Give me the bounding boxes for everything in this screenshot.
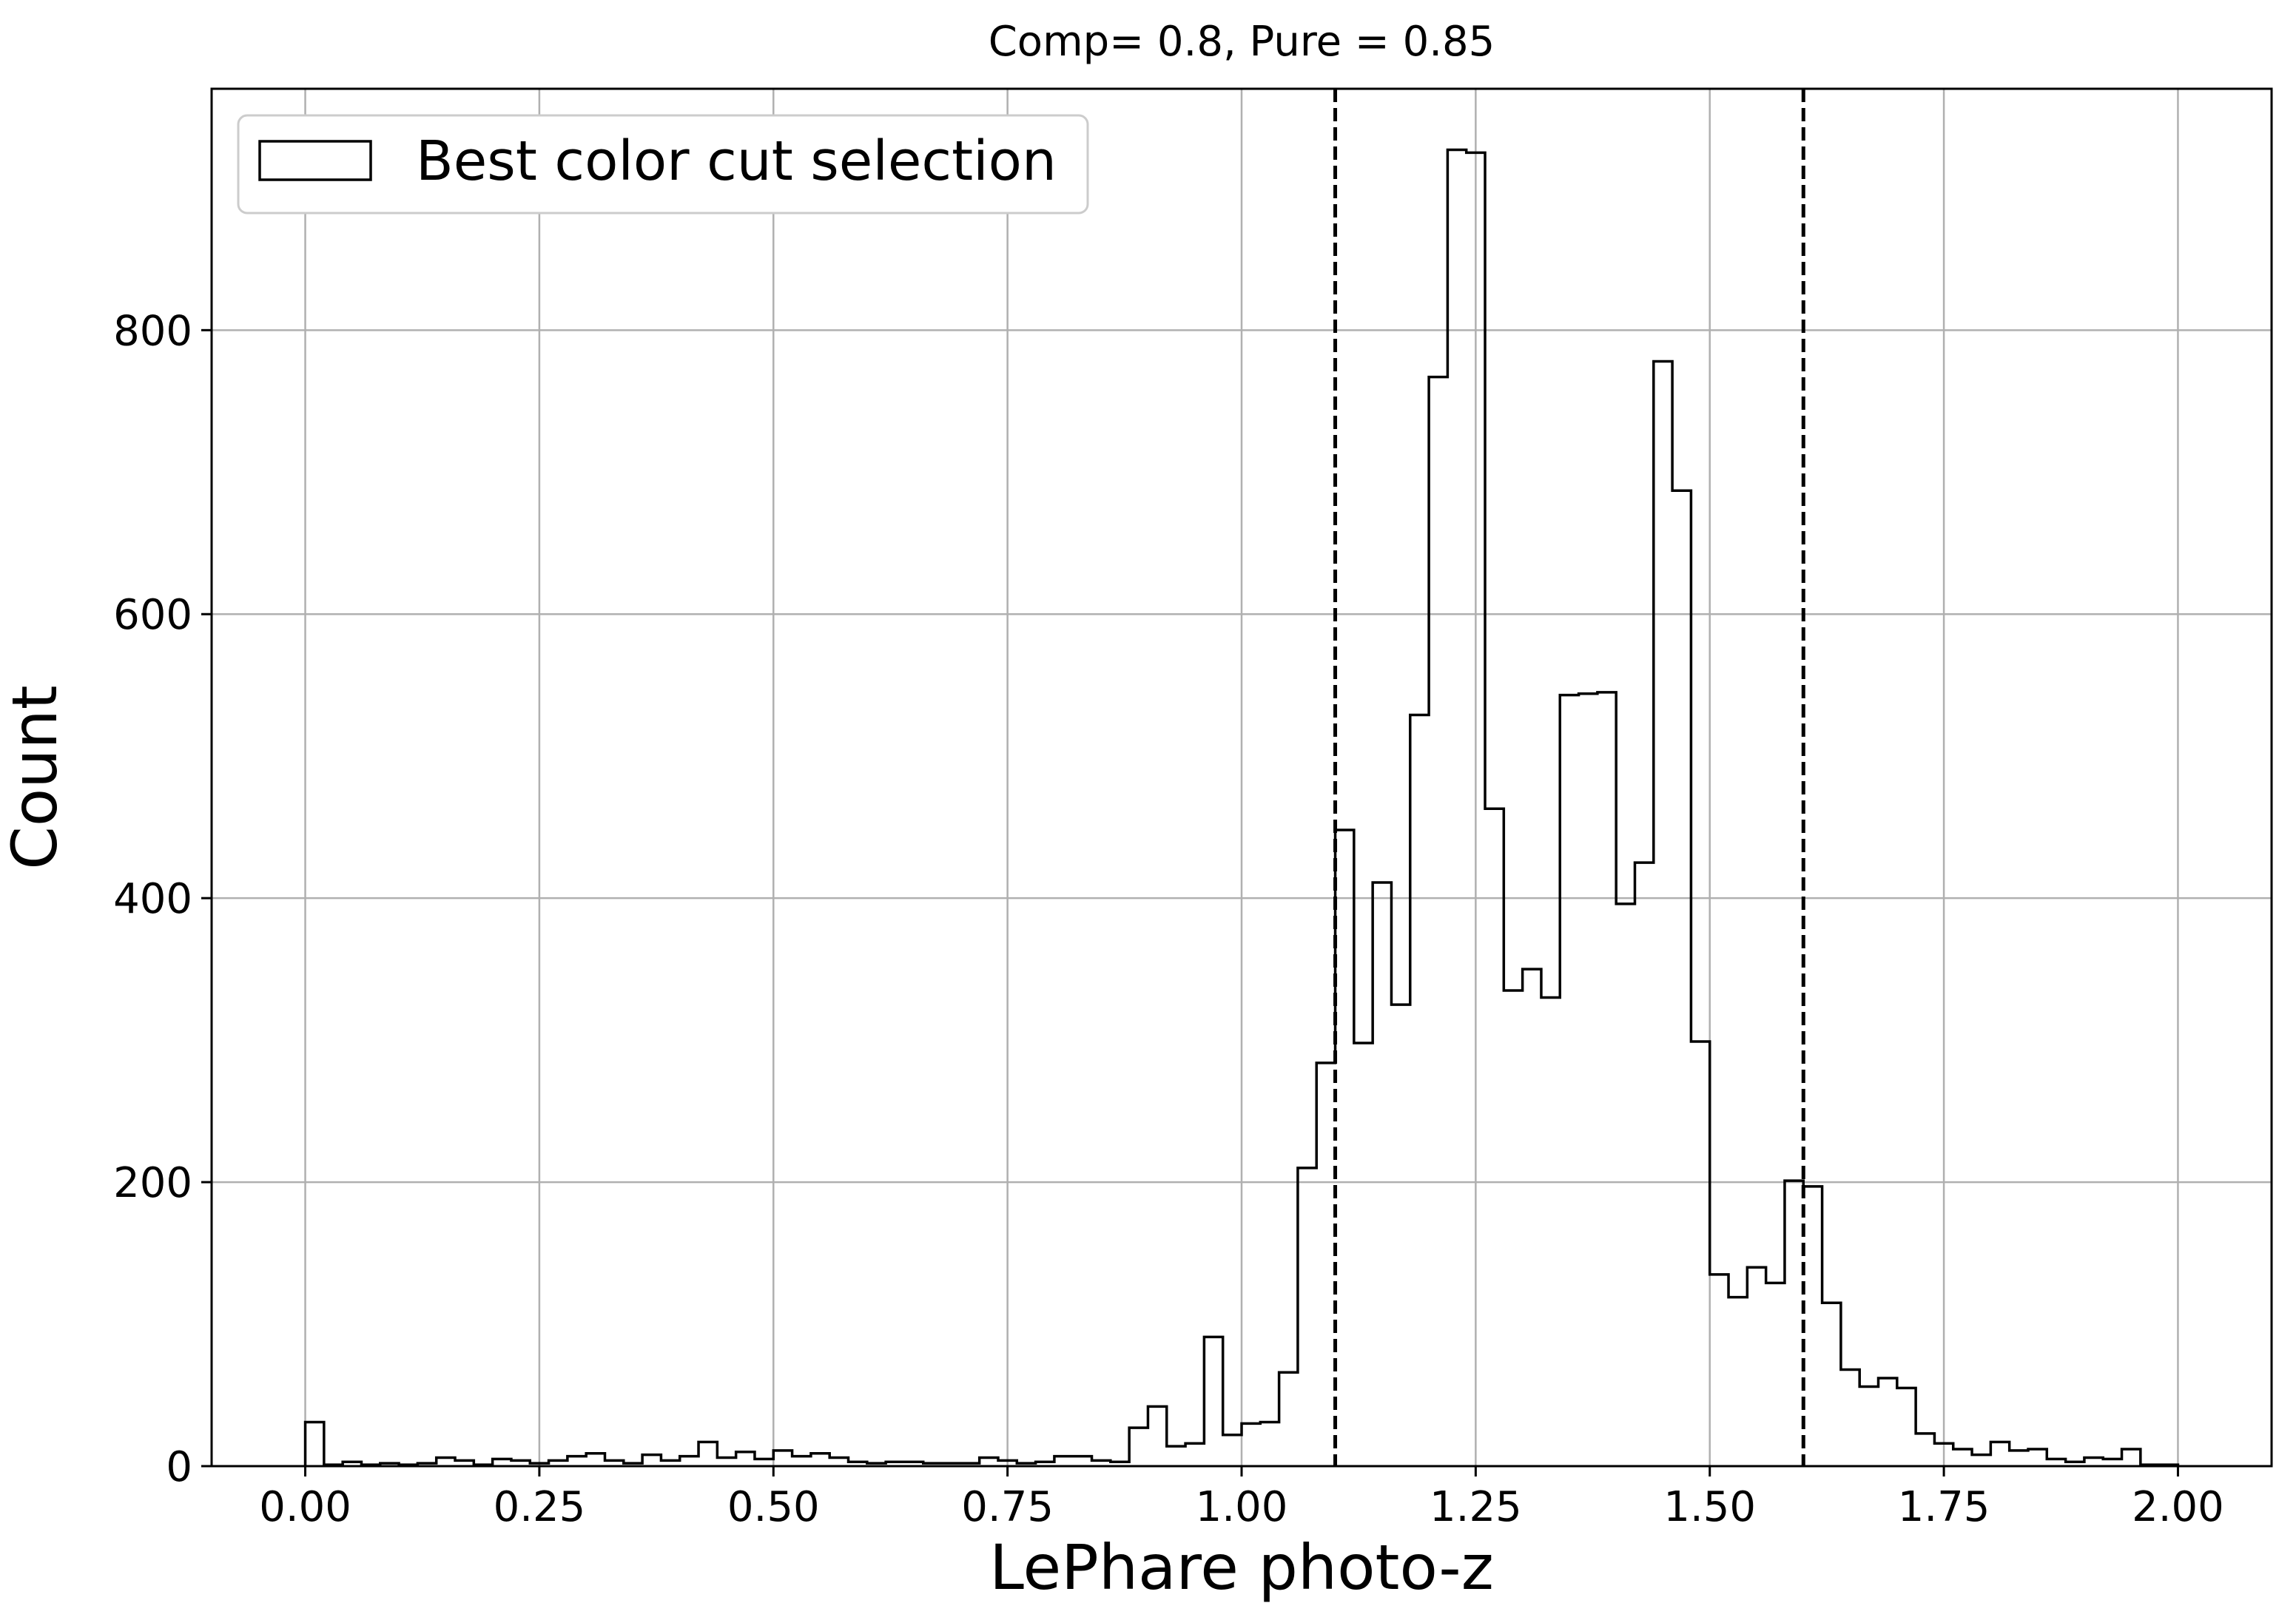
histogram-bin	[1972, 1455, 1990, 1466]
histogram-bin	[1598, 692, 1616, 1466]
histogram-bin	[1785, 1181, 1803, 1466]
histogram-bin	[1897, 1388, 1916, 1466]
histogram-bin	[1841, 1369, 1859, 1466]
histogram-step-line	[303, 148, 2180, 1466]
histogram-bin	[306, 1422, 324, 1466]
histogram-bin	[1691, 1042, 1709, 1466]
histogram-bin	[642, 1455, 661, 1466]
histogram-bin	[1523, 969, 1541, 1466]
histogram-bin	[586, 1454, 605, 1466]
histogram-bin	[736, 1452, 755, 1466]
histogram-bin	[1185, 1443, 1204, 1466]
grid	[212, 89, 2272, 1468]
histogram-bin	[1822, 1303, 1841, 1466]
x-tick-label: 0.00	[259, 1483, 351, 1531]
histogram-bin	[698, 1442, 717, 1466]
histogram-bin	[1242, 1423, 1260, 1466]
histogram-bin	[1204, 1337, 1222, 1466]
histogram-bin	[1167, 1446, 1185, 1466]
x-tick-label: 1.25	[1430, 1483, 1522, 1531]
x-tick-label: 0.75	[961, 1483, 1054, 1531]
histogram-bin	[1654, 362, 1672, 1466]
histogram-bin	[1336, 830, 1354, 1466]
histogram-bin	[1279, 1372, 1298, 1466]
x-axis-label: LePhare photo-z	[989, 1531, 1494, 1604]
chart-title: Comp= 0.8, Pure = 0.85	[989, 18, 1495, 66]
histogram-bin	[680, 1457, 698, 1466]
histogram-bin	[1129, 1428, 1148, 1466]
y-tick-label: 200	[113, 1159, 192, 1207]
x-axis-ticks: 0.00 0.25 0.50 0.75 1.00 1.25 1.50 1.75 2.00	[259, 1466, 2224, 1531]
x-tick-label: 1.50	[1663, 1483, 1756, 1531]
histogram-bin	[1073, 1457, 1091, 1466]
histogram-bin	[792, 1457, 811, 1466]
histogram-bin	[1223, 1435, 1242, 1466]
legend-entry-label: Best color cut selection	[416, 129, 1057, 193]
y-tick-label: 600	[113, 591, 192, 639]
histogram-bin	[568, 1457, 586, 1466]
histogram-bin	[1354, 1043, 1373, 1466]
histogram-bin	[1990, 1442, 2009, 1466]
histogram-bin	[1298, 1168, 1316, 1466]
histogram-bin	[773, 1451, 792, 1466]
histogram-bin	[1148, 1406, 1166, 1466]
cut-lines	[1333, 89, 1805, 1466]
histogram-bin	[1710, 1275, 1728, 1466]
histogram-bin	[1803, 1187, 1822, 1466]
histogram-bin	[2010, 1451, 2028, 1466]
histogram-bin	[1879, 1378, 1897, 1466]
histogram-bin	[1747, 1267, 1765, 1466]
histogram-bin	[1672, 490, 1691, 1466]
histogram-bin	[2122, 1449, 2141, 1466]
histogram-bin	[1953, 1449, 1972, 1466]
y-axis-ticks: 0 200 400 600 800	[113, 307, 212, 1491]
histogram-bin	[1728, 1297, 1747, 1466]
x-tick-label: 1.75	[1898, 1483, 1990, 1531]
histogram-bin	[2028, 1449, 2047, 1466]
histogram-bin	[1429, 377, 1447, 1466]
histogram-bin	[1260, 1422, 1279, 1466]
x-tick-label: 2.00	[2132, 1483, 2224, 1531]
x-tick-label: 0.50	[727, 1483, 820, 1531]
histogram-bin	[1054, 1457, 1073, 1466]
histogram-bin	[1485, 809, 1504, 1466]
histogram-bin	[1410, 715, 1429, 1466]
histogram-bin	[1373, 882, 1391, 1466]
legend: Best color cut selection	[237, 114, 1089, 215]
legend-swatch	[258, 140, 372, 181]
histogram-bin	[1766, 1283, 1785, 1466]
histogram-bin	[1541, 998, 1560, 1466]
histogram-bin	[811, 1454, 829, 1466]
y-tick-label: 0	[166, 1443, 192, 1491]
histogram-bin	[1447, 150, 1466, 1466]
histogram-bin	[1859, 1387, 1878, 1466]
x-tick-label: 1.00	[1196, 1483, 1288, 1531]
histogram-bin	[1560, 695, 1578, 1466]
legend-frame	[237, 114, 1089, 215]
histogram-bin	[1504, 990, 1522, 1466]
y-tick-label: 800	[113, 307, 192, 355]
histogram-bin	[1316, 1063, 1335, 1466]
histogram-bin	[1635, 863, 1653, 1466]
y-axis-label: Count	[0, 685, 71, 869]
histogram-bin	[1916, 1434, 1934, 1466]
y-tick-label: 400	[113, 875, 192, 923]
histogram-bin	[1579, 694, 1598, 1466]
histogram-bin	[1391, 1005, 1410, 1466]
x-tick-label: 0.25	[494, 1483, 586, 1531]
histogram-bin	[1616, 904, 1635, 1466]
